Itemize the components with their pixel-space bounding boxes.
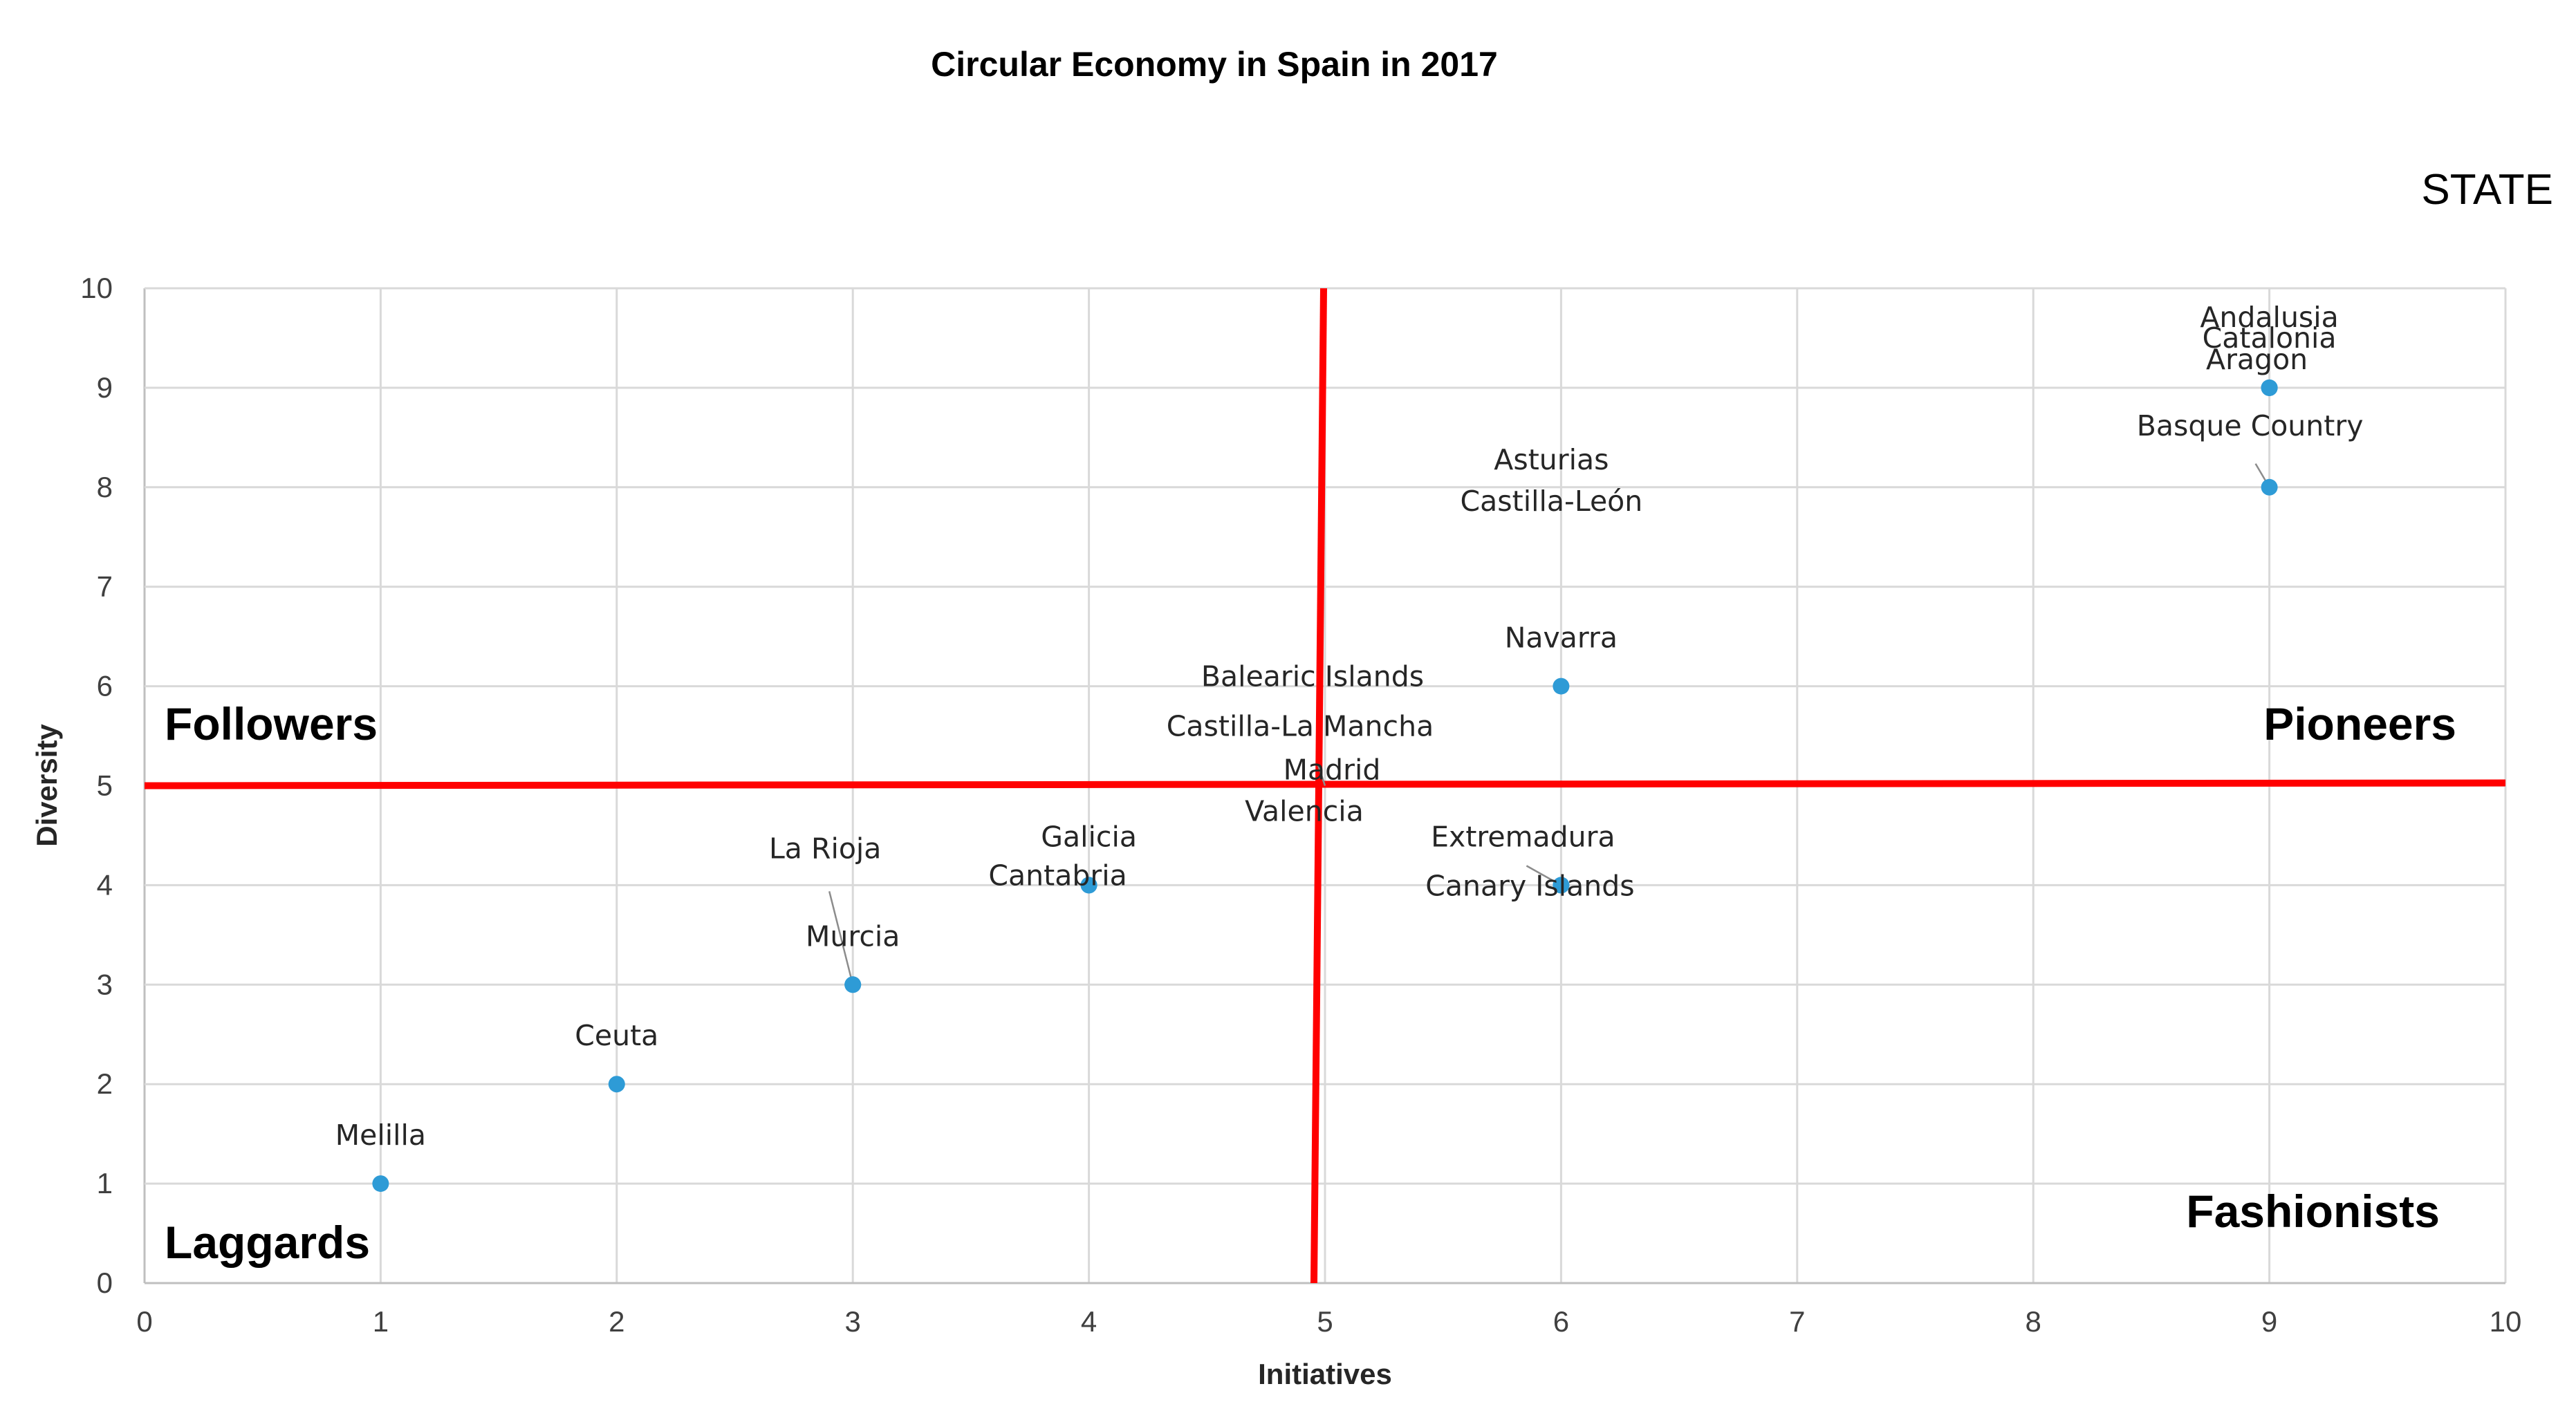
- data-point: [1553, 877, 1570, 894]
- data-label: Andalusia: [2200, 301, 2338, 334]
- y-tick-label: 10: [80, 272, 113, 304]
- y-tick-label: 0: [97, 1267, 113, 1299]
- x-tick-label: 10: [2490, 1305, 2522, 1338]
- x-tick-label: 5: [1317, 1305, 1333, 1338]
- x-tick-label: 0: [136, 1305, 152, 1338]
- data-label: Galicia: [1041, 820, 1137, 853]
- y-tick-label: 1: [97, 1167, 113, 1199]
- y-tick-label: 7: [97, 570, 113, 603]
- data-label: Ceuta: [575, 1019, 658, 1052]
- x-tick-label: 2: [609, 1305, 624, 1338]
- leader-line: [1317, 765, 1326, 786]
- chart-title: Circular Economy in Spain in 2017: [931, 45, 1498, 84]
- data-label: Castilla-León: [1461, 485, 1643, 518]
- x-tick-label: 3: [845, 1305, 861, 1338]
- data-label: Murcia: [806, 919, 900, 953]
- x-tick-label: 4: [1081, 1305, 1097, 1338]
- y-tick-label: 5: [97, 769, 113, 802]
- x-tick-label: 1: [373, 1305, 389, 1338]
- data-label: Balearic Islands: [1201, 660, 1424, 693]
- y-tick-label: 9: [97, 371, 113, 404]
- x-tick-label: 8: [2026, 1305, 2041, 1338]
- data-point: [372, 1175, 389, 1193]
- data-point: [608, 1076, 625, 1093]
- y-tick-label: 2: [97, 1067, 113, 1100]
- data-point: [2261, 379, 2278, 396]
- data-label: Aragon: [2206, 343, 2308, 376]
- data-label: Cantabria: [988, 859, 1127, 892]
- data-point: [844, 976, 862, 993]
- quadrant-label-laggards: Laggards: [165, 1217, 370, 1268]
- data-label: Madrid: [1284, 754, 1381, 787]
- data-point: [1080, 877, 1097, 894]
- data-label: Melilla: [335, 1119, 426, 1152]
- data-label: La Rioja: [769, 832, 881, 865]
- y-tick-label: 4: [97, 868, 113, 901]
- x-axis-title: Initiatives: [1258, 1358, 1392, 1390]
- x-tick-label: 7: [1789, 1305, 1805, 1338]
- data-label: Extremadura: [1431, 820, 1615, 853]
- data-points: [372, 379, 2278, 1193]
- quadrant-label-followers: Followers: [165, 698, 378, 749]
- label-leader-lines: [828, 463, 2270, 985]
- y-tick-label: 8: [97, 471, 113, 503]
- quadrant-label-fashionists: Fashionists: [2186, 1186, 2440, 1237]
- x-tick-label: 6: [1553, 1305, 1569, 1338]
- data-label: Asturias: [1494, 443, 1609, 476]
- data-point: [1553, 677, 1570, 695]
- leader-line: [828, 890, 854, 985]
- data-label: Basque Country: [2137, 409, 2364, 442]
- data-label: Castilla-La Mancha: [1167, 710, 1434, 743]
- y-tick-label: 3: [97, 968, 113, 1000]
- data-label: Navarra: [1505, 621, 1618, 655]
- axis-ticks: 0 1 2 3 4 5 6 7 8 9 10 0 1 2 3 4 5 6 7 8 9 10: [80, 272, 2521, 1338]
- data-label: Canary Islands: [1425, 869, 1634, 902]
- quadrant-label-pioneers: Pioneers: [2263, 698, 2456, 749]
- x-tick-label: 9: [2261, 1305, 2277, 1338]
- y-tick-label: 6: [97, 670, 113, 702]
- data-label: Valencia: [1245, 795, 1364, 828]
- y-axis-title: Diversity: [30, 724, 63, 847]
- data-label: Catalonia: [2203, 321, 2337, 355]
- data-point: [2261, 478, 2278, 496]
- state-label: STATE: [2421, 166, 2553, 214]
